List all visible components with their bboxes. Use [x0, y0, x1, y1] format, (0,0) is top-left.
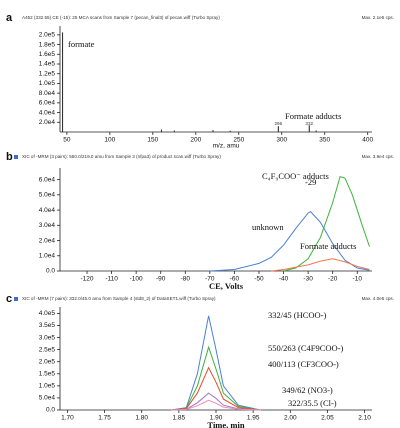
series-line	[171, 315, 261, 411]
x-tick-label: -10	[353, 276, 363, 283]
series-label: unknown	[252, 222, 284, 232]
y-tick-label: 4.0e4	[39, 207, 56, 214]
panel-label: a	[6, 12, 13, 24]
series-label: 322/35.5 (Cl-)	[288, 398, 337, 408]
x-axis-label: CE, Volts	[209, 281, 244, 291]
series-line	[171, 392, 261, 411]
y-tick-label: 1.0e5	[39, 383, 56, 390]
x-tick-label: -50	[254, 276, 264, 283]
series-label: 349/62 (NO3-)	[282, 385, 333, 395]
y-tick-label: 8.0e4	[39, 90, 56, 97]
header-icon	[14, 155, 18, 159]
panel-label: c	[6, 293, 12, 305]
x-tick-label: 250	[233, 137, 244, 144]
annotation: Formate adducts	[285, 111, 341, 121]
y-tick-label: 5.0e4	[39, 395, 56, 402]
x-tick-label: 2.00	[284, 415, 297, 422]
x-tick-label: -40	[279, 276, 289, 283]
x-tick-label: 300	[276, 137, 287, 144]
x-tick-label: 1.80	[135, 415, 148, 422]
y-tick-label: 1.0e5	[39, 80, 56, 87]
x-tick-label: 400	[362, 137, 373, 144]
panel-header: XIC of -MRM (3 pairs): 550.0/219.0 amu f…	[22, 154, 221, 159]
panel-header: A452 (332.55) CE (-15): 25 MCA scans fro…	[22, 15, 220, 20]
y-tick-label: 2.0e4	[39, 119, 56, 126]
x-tick-label: 150	[147, 137, 158, 144]
x-tick-label: -120	[81, 276, 94, 283]
panel-header-max: Max. 4.0e5 cps.	[362, 296, 394, 301]
series-line	[171, 345, 261, 411]
series-label: Formate adducts	[300, 241, 356, 251]
x-tick-label: 1.90	[210, 415, 223, 422]
x-tick-label: 2.05	[321, 415, 334, 422]
series-line	[171, 399, 261, 411]
y-tick-label: 2.0e4	[39, 237, 56, 244]
x-axis-label: Time, min	[207, 420, 244, 428]
x-tick-label: -30	[303, 276, 313, 283]
y-tick-label: 2.0e5	[39, 358, 56, 365]
series-label: 400/113 (CF3COO-)	[268, 359, 339, 369]
y-tick-label: 1.8e5	[39, 41, 56, 48]
header-icon	[14, 297, 18, 301]
y-tick-label: 1.6e5	[39, 51, 56, 58]
y-tick-label: 2.0e5	[39, 32, 56, 39]
x-tick-label: -80	[181, 276, 191, 283]
x-tick-label: 1.70	[61, 415, 74, 422]
panel-header: XIC of -MRM (7 pairs): 332.0/45.0 amu fr…	[22, 296, 216, 301]
annotation: formate	[68, 39, 95, 49]
series-label: 550/263 (C4F9COO-)	[268, 343, 343, 353]
x-tick-label: -20	[328, 276, 338, 283]
y-tick-label: 1.4e5	[39, 61, 56, 68]
y-tick-label: 3.5e5	[39, 322, 56, 329]
y-tick-label: 2.5e5	[39, 346, 56, 353]
annotation: -29	[305, 177, 316, 187]
x-tick-label: 350	[319, 137, 330, 144]
x-tick-label: 1.75	[98, 415, 111, 422]
x-tick-label: 200	[190, 137, 201, 144]
series-line	[209, 210, 370, 272]
series-label: 332/45 (HCOO-)	[268, 310, 326, 320]
x-tick-label: 1.85	[173, 415, 186, 422]
y-tick-label: 5.0e4	[39, 192, 56, 199]
y-tick-label: 6.0e4	[39, 100, 56, 107]
x-axis-label: m/z, amu	[213, 143, 240, 150]
y-tick-label: 3.0e5	[39, 334, 56, 341]
x-tick-label: 100	[104, 137, 115, 144]
series-label: C₄F₉COO⁻ adducts	[262, 171, 329, 181]
annotation: 332	[305, 121, 313, 126]
panel-header-max: Max. 3.9e4 cps.	[362, 154, 394, 159]
x-tick-label: -100	[130, 276, 143, 283]
series-line	[271, 258, 370, 272]
x-tick-label: 50	[63, 137, 71, 144]
series-line	[283, 175, 370, 272]
annotation: 296	[274, 121, 282, 126]
y-tick-label: 0.0	[46, 407, 55, 414]
y-tick-label: 1.5e5	[39, 370, 56, 377]
y-tick-label: 1.0e4	[39, 252, 56, 259]
series-line	[171, 366, 261, 411]
x-tick-label: -70	[205, 276, 215, 283]
y-tick-label: 1.2e5	[39, 70, 56, 77]
panel-header-max: Max. 2.1e5 cps.	[362, 15, 394, 20]
x-tick-label: -90	[156, 276, 166, 283]
x-tick-label: -60	[230, 276, 240, 283]
panel-label: b	[6, 151, 13, 163]
y-tick-label: 4.0e5	[39, 310, 56, 317]
y-tick-label: 0.0	[46, 268, 55, 275]
y-tick-label: 4.0e4	[39, 109, 56, 116]
x-tick-label: -110	[105, 276, 118, 283]
x-tick-label: 2.10	[358, 415, 371, 422]
x-tick-label: 1.95	[247, 415, 260, 422]
y-tick-label: 6.0e4	[39, 176, 56, 183]
y-tick-label: 3.0e4	[39, 222, 56, 229]
